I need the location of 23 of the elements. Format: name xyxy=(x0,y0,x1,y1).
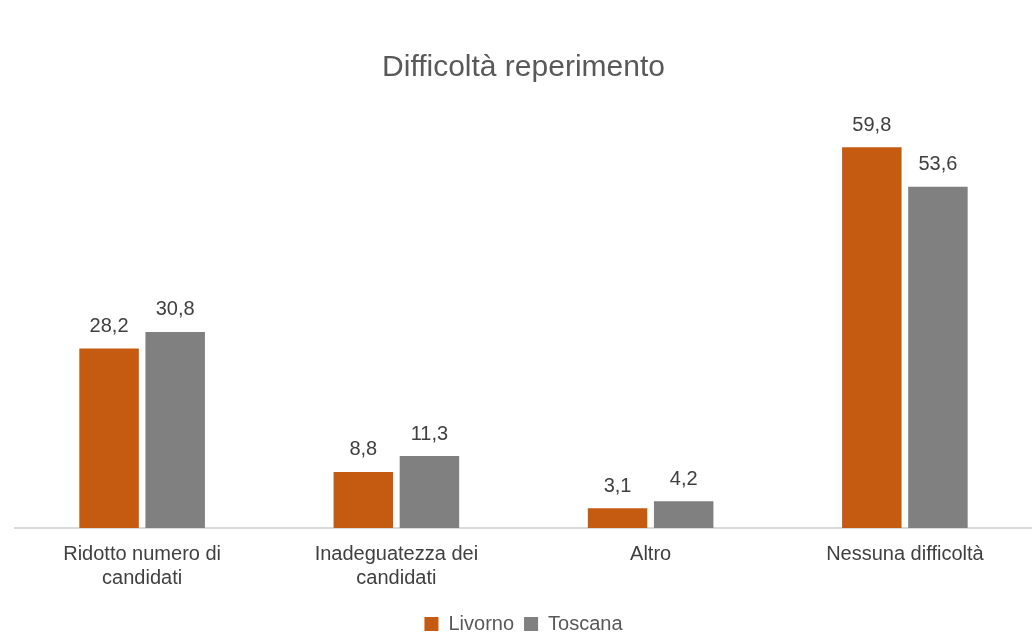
data-label: 8,8 xyxy=(349,437,378,460)
bar xyxy=(908,186,968,528)
chart-title: Difficoltà reperimento xyxy=(382,49,665,83)
x-tick-label: Altro xyxy=(630,541,672,564)
bar xyxy=(145,331,205,528)
data-label: 3,1 xyxy=(603,473,632,496)
data-label: 53,6 xyxy=(918,152,958,175)
data-label: 28,2 xyxy=(89,313,129,336)
data-label: 11,3 xyxy=(410,421,449,444)
bar xyxy=(79,348,139,528)
bar xyxy=(333,471,394,528)
data-label: 4,2 xyxy=(669,466,698,489)
legend-label: Toscana xyxy=(548,611,624,634)
bar xyxy=(842,147,902,528)
bar xyxy=(587,508,648,528)
data-label: 30,8 xyxy=(155,297,195,320)
data-label: 59,8 xyxy=(852,112,892,135)
x-tick-label: Ridotto numero di candidati xyxy=(63,541,222,588)
bar xyxy=(399,456,460,528)
x-tick-label: Nessuna difficoltà xyxy=(826,541,985,564)
legend-label: Livorno xyxy=(448,611,515,634)
bar xyxy=(653,501,714,528)
x-tick-label: Inadeguatezza dei candidati xyxy=(314,541,479,588)
